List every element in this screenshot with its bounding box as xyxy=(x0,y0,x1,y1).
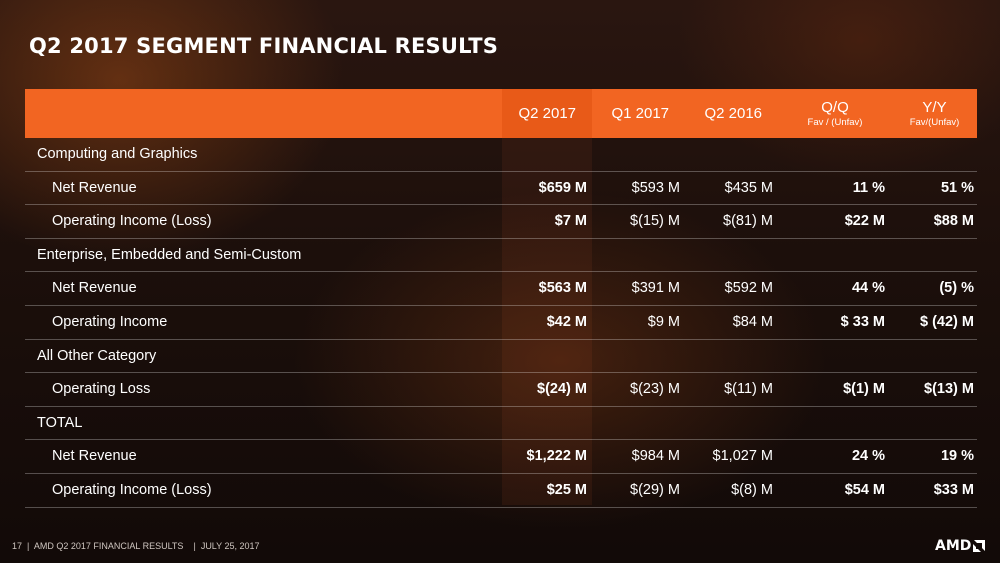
table-row: Operating Loss $(24) M $(23) M $(11) M $… xyxy=(25,373,977,407)
table-row: Operating Income $42 M $9 M $84 M $ 33 M… xyxy=(25,306,977,340)
slide-footer: 17 | AMD Q2 2017 FINANCIAL RESULTS | JUL… xyxy=(12,541,260,551)
cell-q2-2017: $563 M xyxy=(538,280,587,297)
cell-q2-2016: $435 M xyxy=(724,179,773,196)
column-header-q2-2016: Q2 2016 xyxy=(680,89,762,138)
row-label: Net Revenue xyxy=(52,280,137,297)
column-header-label: Q1 2017 xyxy=(611,105,669,122)
q2-header-band xyxy=(502,89,592,138)
cell-yy: $ (42) M xyxy=(920,313,974,330)
column-header-label: Y/Y xyxy=(922,99,947,116)
cell-q2-2017: $659 M xyxy=(538,179,587,196)
cell-yy: (5) % xyxy=(939,280,974,297)
row-label: Operating Loss xyxy=(52,381,151,398)
amd-arrow-icon xyxy=(973,540,986,552)
column-header-sublabel: Fav/(Unfav) xyxy=(909,117,960,128)
footer-divider: | xyxy=(24,541,32,551)
cell-q2-2016: $(11) M xyxy=(724,381,773,398)
cell-qq: $22 M xyxy=(844,213,885,230)
table-row: Operating Income (Loss) $25 M $(29) M $(… xyxy=(25,474,977,508)
cell-q2-2016: $(81) M xyxy=(723,213,773,230)
section-row-enterprise: Enterprise, Embedded and Semi-Custom xyxy=(25,239,977,273)
cell-yy: $88 M xyxy=(933,213,974,230)
cell-q1-2017: $(15) M xyxy=(630,213,680,230)
logo-text: AMD xyxy=(935,538,972,554)
footer-date: JULY 25, 2017 xyxy=(200,541,260,551)
table-row: Net Revenue $659 M $593 M $435 M 11 % 51… xyxy=(25,172,977,206)
row-label: Net Revenue xyxy=(52,179,137,196)
table-row: Net Revenue $1,222 M $984 M $1,027 M 24 … xyxy=(25,440,977,474)
cell-q1-2017: $(29) M xyxy=(630,481,680,498)
cell-qq: 24 % xyxy=(851,448,885,465)
segment-results-table: Q2 2017 Q1 2017 Q2 2016 Q/Q Fav / (Unfav… xyxy=(25,89,977,508)
cell-yy: $(13) M xyxy=(924,381,974,398)
section-row-all-other: All Other Category xyxy=(25,340,977,374)
cell-q2-2016: $592 M xyxy=(724,280,773,297)
cell-q1-2017: $391 M xyxy=(631,280,680,297)
q2-column-highlight xyxy=(502,89,592,505)
cell-q1-2017: $984 M xyxy=(631,448,680,465)
section-label: TOTAL xyxy=(37,414,83,431)
cell-yy: 51 % xyxy=(940,179,974,196)
cell-qq: 44 % xyxy=(851,280,885,297)
column-header-label: Q2 2017 xyxy=(518,105,576,122)
table-row: Net Revenue $563 M $391 M $592 M 44 % (5… xyxy=(25,272,977,306)
cell-q2-2016: $1,027 M xyxy=(712,448,773,465)
cell-q2-2016: $(8) M xyxy=(731,481,773,498)
footer-text: AMD Q2 2017 FINANCIAL RESULTS xyxy=(33,541,184,551)
cell-q1-2017: $9 M xyxy=(647,313,680,330)
cell-qq: $(1) M xyxy=(843,381,885,398)
column-header-sublabel: Fav / (Unfav) xyxy=(807,117,863,128)
row-label: Operating Income (Loss) xyxy=(52,481,212,498)
cell-yy: $33 M xyxy=(933,481,974,498)
cell-q2-2017: $(24) M xyxy=(537,381,587,398)
column-header-label: Q/Q xyxy=(821,99,849,116)
table-row: Operating Income (Loss) $7 M $(15) M $(8… xyxy=(25,205,977,239)
cell-q2-2017: $1,222 M xyxy=(526,448,587,465)
column-header-yy: Y/Y Fav/(Unfav) xyxy=(892,89,977,138)
row-label: Operating Income xyxy=(52,313,168,330)
cell-q1-2017: $593 M xyxy=(631,179,680,196)
column-header-q1-2017: Q1 2017 xyxy=(595,89,669,138)
cell-q2-2017: $42 M xyxy=(546,313,587,330)
table-header: Q2 2017 Q1 2017 Q2 2016 Q/Q Fav / (Unfav… xyxy=(25,89,977,138)
section-label: Enterprise, Embedded and Semi-Custom xyxy=(37,246,302,263)
cell-q2-2017: $25 M xyxy=(546,481,587,498)
cell-q2-2016: $84 M xyxy=(732,313,773,330)
section-label: All Other Category xyxy=(37,347,157,364)
cell-qq: $54 M xyxy=(844,481,885,498)
section-row-computing-graphics: Computing and Graphics xyxy=(25,138,977,172)
cell-q1-2017: $(23) M xyxy=(630,381,680,398)
column-header-qq: Q/Q Fav / (Unfav) xyxy=(785,89,885,138)
cell-qq: $ 33 M xyxy=(840,313,885,330)
column-header-q2-2017: Q2 2017 xyxy=(502,89,576,138)
section-row-total: TOTAL xyxy=(25,407,977,441)
amd-logo: AMD xyxy=(935,538,986,554)
slide-title: Q2 2017 SEGMENT FINANCIAL RESULTS xyxy=(29,34,499,58)
cell-yy: 19 % xyxy=(940,448,974,465)
column-header-label: Q2 2016 xyxy=(704,105,762,122)
row-label: Net Revenue xyxy=(52,448,137,465)
section-label: Computing and Graphics xyxy=(37,146,198,162)
page-number: 17 xyxy=(12,541,23,551)
cell-q2-2017: $7 M xyxy=(554,213,587,230)
row-label: Operating Income (Loss) xyxy=(52,213,212,230)
footer-divider: | xyxy=(185,541,199,551)
cell-qq: 11 % xyxy=(852,179,885,196)
